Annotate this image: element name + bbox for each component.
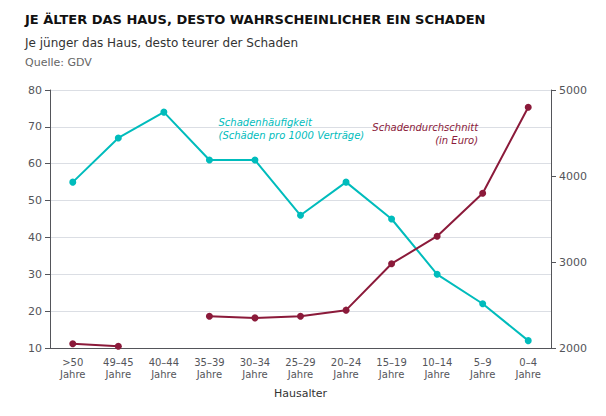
svg-text:20–24: 20–24	[331, 357, 361, 368]
svg-text:Jahre: Jahre	[196, 369, 222, 380]
svg-text:20: 20	[28, 305, 42, 318]
svg-text:Jahre: Jahre	[423, 369, 449, 380]
svg-text:10: 10	[28, 342, 42, 355]
svg-text:Jahre: Jahre	[332, 369, 358, 380]
svg-text:2000: 2000	[559, 342, 587, 355]
svg-text:80: 80	[28, 84, 42, 97]
svg-text:(Schäden pro 1000 Verträge): (Schäden pro 1000 Verträge)	[219, 130, 365, 141]
svg-text:40: 40	[28, 231, 42, 244]
svg-text:5000: 5000	[559, 84, 587, 97]
svg-text:10–14: 10–14	[422, 357, 452, 368]
svg-text:Jahre: Jahre	[150, 369, 176, 380]
svg-text:Je jünger das Haus, desto teur: Je jünger das Haus, desto teurer der Sch…	[24, 36, 298, 50]
svg-text:Jahre: Jahre	[105, 369, 131, 380]
svg-text:60: 60	[28, 157, 42, 170]
svg-text:(in Euro): (in Euro)	[435, 135, 478, 146]
svg-text:15–19: 15–19	[376, 357, 406, 368]
svg-text:Jahre: Jahre	[287, 369, 313, 380]
svg-text:Jahre: Jahre	[241, 369, 267, 380]
svg-text:30–34: 30–34	[240, 357, 270, 368]
svg-text:70: 70	[28, 120, 42, 133]
svg-text:Jahre: Jahre	[378, 369, 404, 380]
svg-text:49–45: 49–45	[103, 357, 133, 368]
svg-text:40–44: 40–44	[149, 357, 179, 368]
svg-text:Jahre: Jahre	[514, 369, 540, 380]
svg-text:>50: >50	[62, 357, 83, 368]
svg-text:Hausalter: Hausalter	[274, 387, 328, 400]
svg-text:5–9: 5–9	[474, 357, 492, 368]
svg-text:Jahre: Jahre	[59, 369, 85, 380]
svg-text:Schadendurchschnitt: Schadendurchschnitt	[372, 122, 479, 133]
svg-text:Jahre: Jahre	[469, 369, 495, 380]
svg-text:4000: 4000	[559, 170, 587, 183]
svg-text:JE ÄLTER DAS HAUS, DESTO WAHRS: JE ÄLTER DAS HAUS, DESTO WAHRSCHEINLICHE…	[24, 12, 485, 27]
svg-text:0–4: 0–4	[519, 357, 537, 368]
svg-text:25–29: 25–29	[285, 357, 315, 368]
svg-text:Schadenhäufigkeit: Schadenhäufigkeit	[219, 117, 313, 128]
svg-text:Quelle: GDV: Quelle: GDV	[25, 56, 92, 69]
svg-text:30: 30	[28, 268, 42, 281]
svg-text:35–39: 35–39	[194, 357, 224, 368]
svg-text:50: 50	[28, 194, 42, 207]
svg-text:3000: 3000	[559, 256, 587, 269]
